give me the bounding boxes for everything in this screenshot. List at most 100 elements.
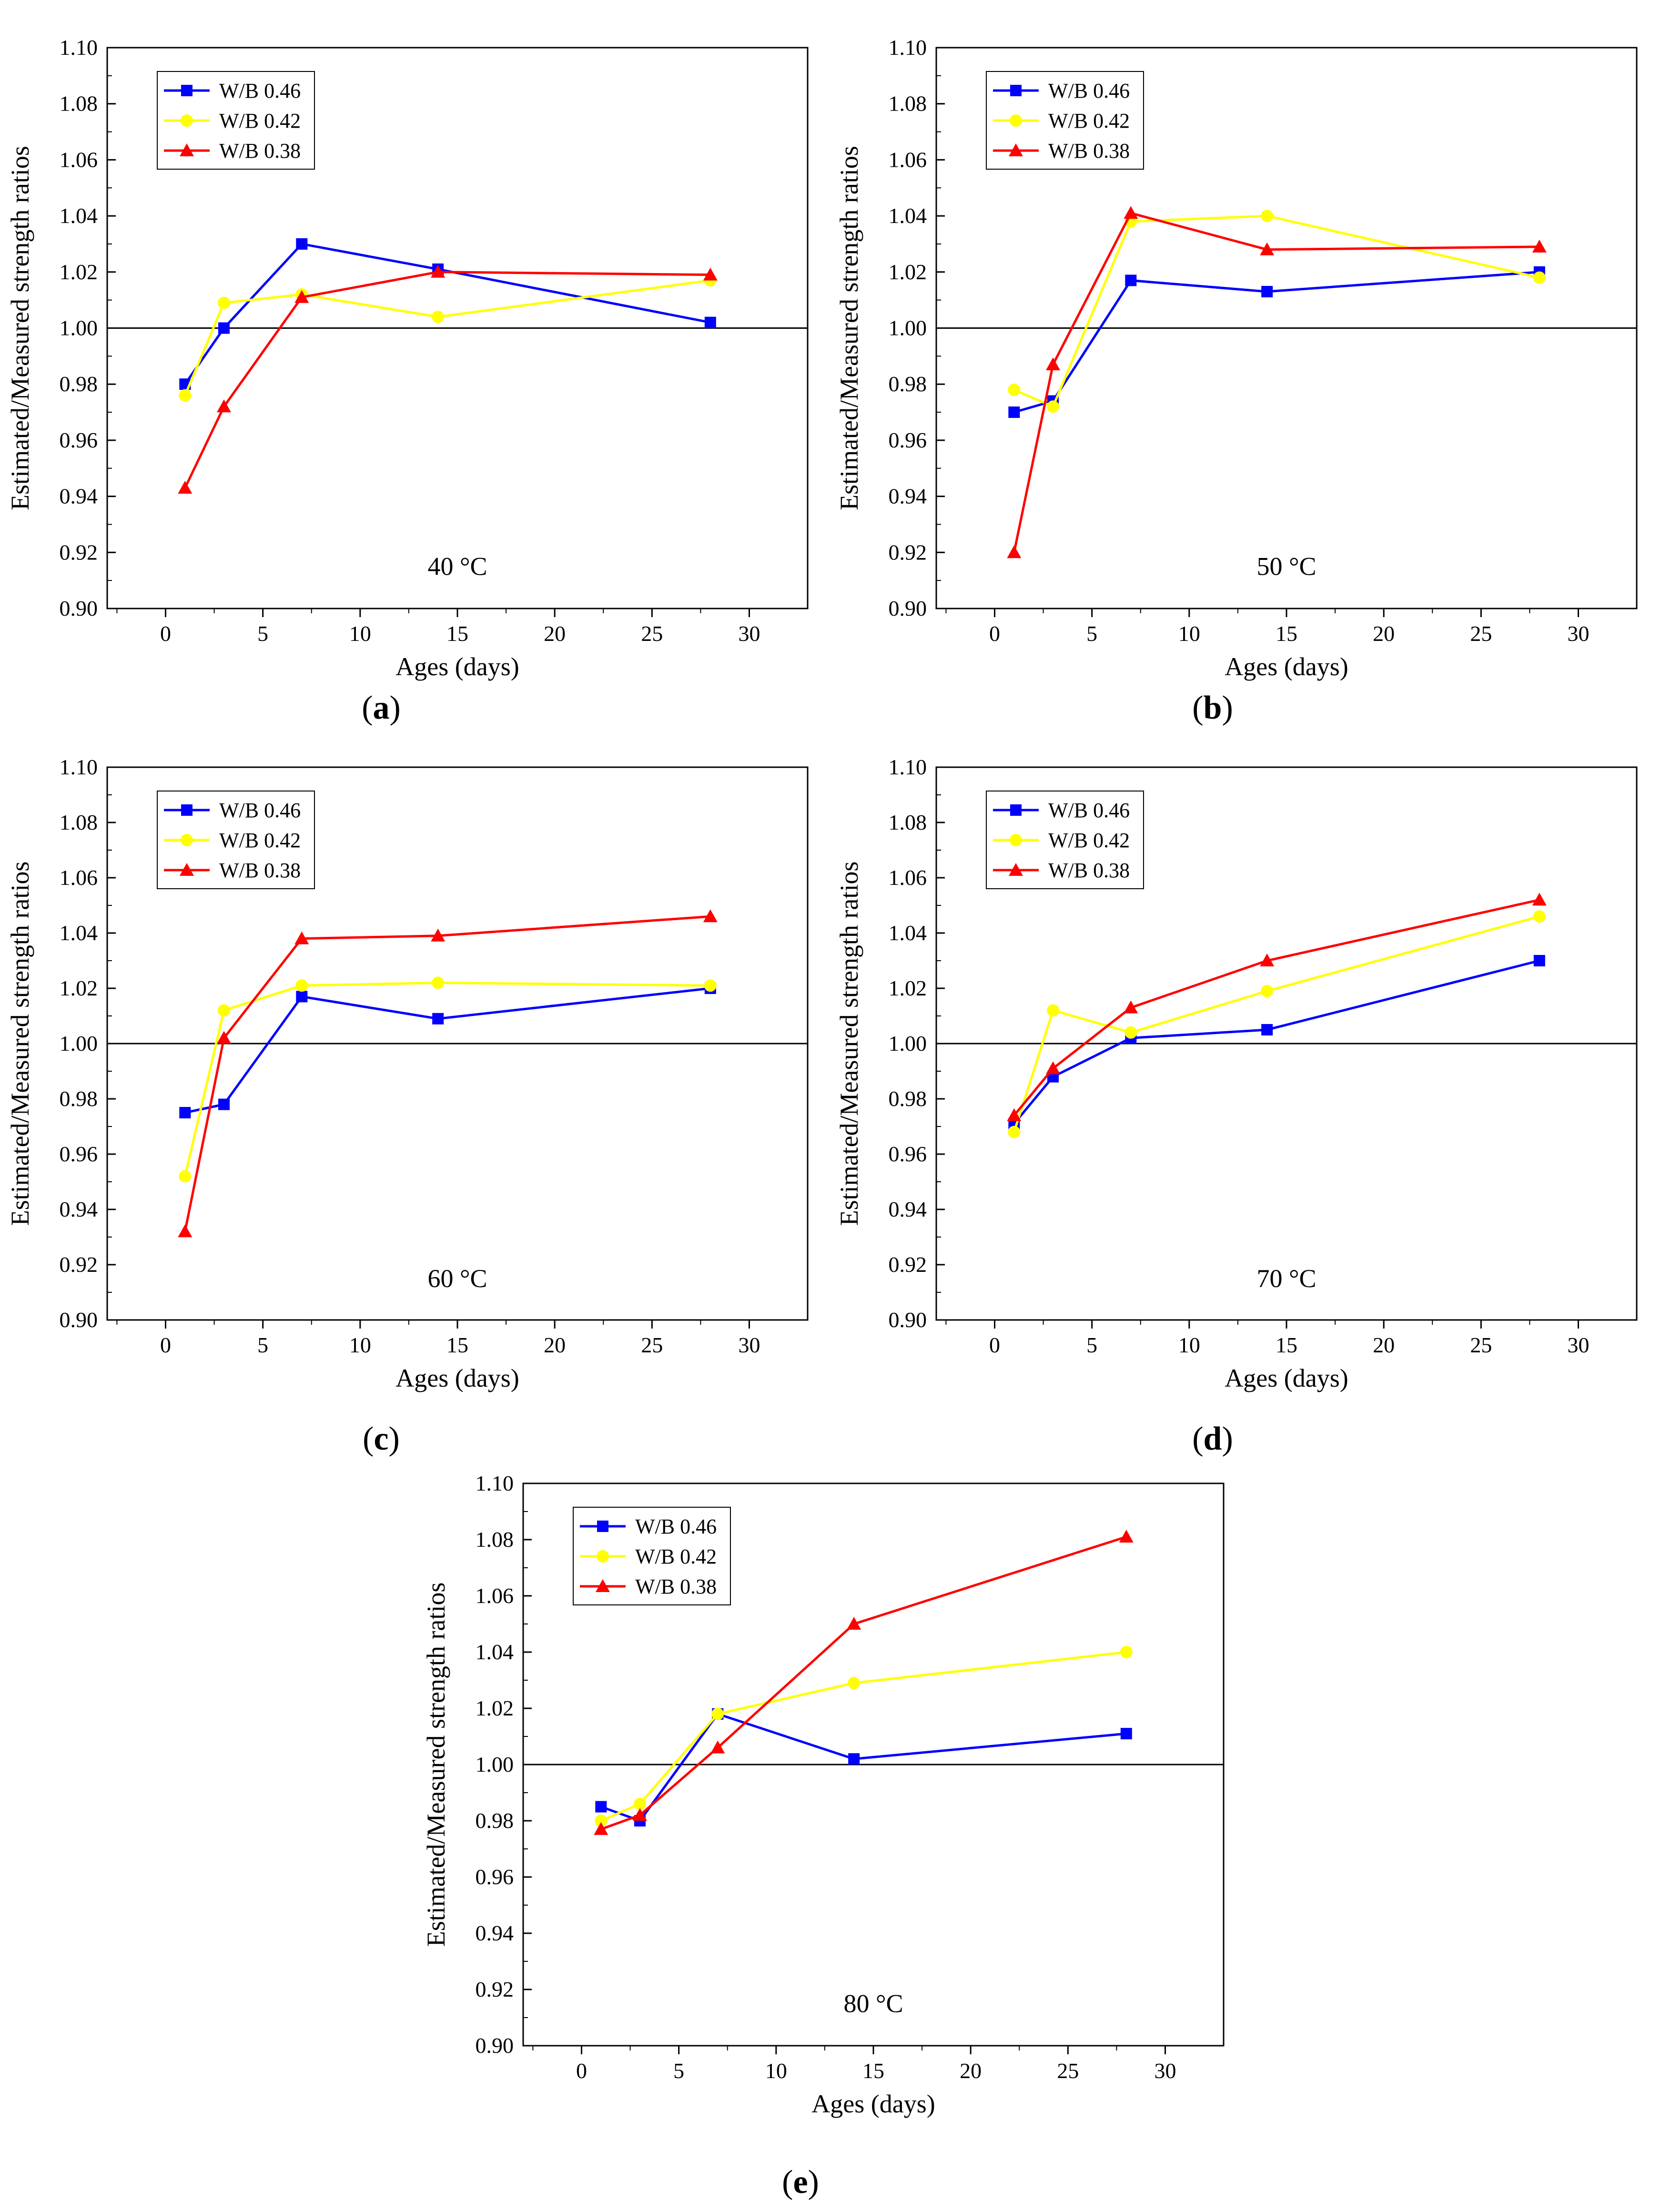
x-axis-label: Ages (days) — [811, 2090, 935, 2118]
series-line — [600, 1651, 1127, 1822]
x-tick-label: 5 — [257, 621, 268, 646]
data-point — [1261, 1024, 1273, 1035]
y-tick-label: 1.10 — [889, 755, 927, 779]
y-tick-label: 0.96 — [476, 1865, 514, 1889]
series-w-b-0-38 — [178, 264, 718, 494]
series-w-b-0-42 — [179, 976, 717, 1183]
x-tick-label: 25 — [641, 1333, 663, 1357]
caption-letter: e — [793, 2164, 808, 2201]
data-point — [1008, 1126, 1021, 1138]
legend-label: W/B 0.42 — [1048, 109, 1130, 132]
series-line — [1013, 212, 1539, 553]
series-line — [183, 981, 710, 1177]
legend-swatch-marker — [181, 804, 192, 816]
legend-swatch-marker — [596, 1579, 610, 1592]
x-tick-label: 15 — [1276, 621, 1297, 646]
y-tick-label: 1.06 — [889, 147, 927, 172]
legend-label: W/B 0.46 — [219, 79, 301, 102]
y-tick-label: 1.08 — [889, 810, 927, 834]
chart-panel-c: 0.90 0.92 0.94 0.96 0.98 1.00 1.02 1.04 1.06 1.08… — [6, 755, 809, 1457]
caption-paren-open: ( — [782, 2164, 793, 2201]
y-tick-label: 0.94 — [60, 484, 98, 508]
panel-caption: (b) — [1192, 690, 1233, 726]
series-w-b-0-38 — [594, 1530, 1134, 1835]
y-tick-label: 0.90 — [889, 596, 927, 620]
x-tick-label: 25 — [641, 621, 663, 646]
chart-panel-b: 0.90 0.92 0.94 0.96 0.98 1.00 1.02 1.04 1.06 1.08… — [835, 35, 1638, 726]
y-tick-label: 0.96 — [60, 428, 98, 452]
data-point — [703, 267, 718, 281]
legend-swatch-marker — [1010, 804, 1022, 816]
x-tick-label: 25 — [1057, 2059, 1079, 2083]
data-point — [218, 1004, 230, 1017]
x-tick-label: 10 — [1178, 621, 1200, 646]
data-point — [703, 909, 718, 923]
data-point — [1261, 984, 1274, 997]
series-w-b-0-46 — [179, 983, 716, 1118]
data-point — [295, 979, 308, 992]
data-point — [711, 1707, 724, 1720]
legend: W/B 0.46 W/B 0.42 W/B 0.38 — [157, 71, 315, 170]
data-point — [1119, 1530, 1134, 1543]
data-point — [432, 976, 445, 989]
x-tick-label: 15 — [446, 621, 468, 646]
y-tick-label: 1.00 — [60, 1031, 98, 1055]
caption-paren-close: ) — [390, 690, 401, 726]
data-point — [178, 480, 192, 494]
series-line — [1013, 959, 1540, 1125]
data-point — [1046, 1061, 1060, 1075]
legend-label: W/B 0.46 — [1048, 799, 1130, 822]
data-point — [1007, 1108, 1022, 1121]
legend-swatch-marker — [181, 834, 193, 846]
x-tick-label: 10 — [765, 2059, 787, 2083]
legend-label: W/B 0.46 — [635, 1515, 717, 1538]
legend-swatch-marker — [1010, 114, 1022, 127]
legend-label: W/B 0.46 — [219, 799, 301, 822]
y-tick-label: 0.92 — [60, 540, 98, 564]
data-point — [1007, 545, 1022, 558]
y-tick-label: 1.00 — [889, 316, 927, 340]
y-tick-label: 1.10 — [60, 35, 98, 60]
y-tick-label: 0.92 — [889, 1252, 927, 1277]
y-tick-label: 1.04 — [889, 203, 927, 228]
caption-paren-close: ) — [808, 2164, 819, 2201]
legend-swatch-marker — [181, 114, 193, 127]
legend-label: W/B 0.38 — [1048, 859, 1130, 882]
series-w-b-0-38 — [1007, 206, 1547, 558]
x-tick-label: 5 — [673, 2059, 684, 2083]
legend-swatch-marker — [597, 1550, 609, 1563]
series-line — [184, 271, 710, 489]
series-w-b-0-46 — [1008, 266, 1545, 418]
series-w-b-0-38 — [1007, 893, 1547, 1121]
panel-caption: (a) — [362, 690, 401, 726]
data-point — [179, 1107, 191, 1118]
x-tick-label: 15 — [862, 2059, 884, 2083]
data-point — [704, 316, 716, 328]
data-point — [1261, 210, 1274, 223]
x-tick-label: 25 — [1470, 621, 1492, 646]
y-tick-label: 0.94 — [889, 1197, 927, 1221]
y-tick-label: 1.02 — [889, 976, 927, 1000]
x-tick-label: 0 — [989, 621, 1000, 646]
series-line — [184, 279, 711, 396]
caption-letter: b — [1204, 690, 1222, 726]
y-tick-label: 0.92 — [889, 540, 927, 564]
x-tick-label: 30 — [1155, 2059, 1176, 2083]
data-point — [704, 979, 717, 992]
x-tick-label: 30 — [1568, 1333, 1590, 1357]
data-point — [1046, 357, 1060, 371]
x-tick-label: 20 — [544, 621, 566, 646]
series-w-b-0-46 — [595, 1708, 1132, 1826]
y-tick-label: 1.02 — [889, 260, 927, 284]
y-tick-label: 1.04 — [60, 921, 98, 945]
data-point — [1120, 1728, 1132, 1740]
y-tick-label: 0.96 — [889, 1142, 927, 1166]
y-tick-label: 1.04 — [60, 203, 98, 228]
y-tick-label: 0.98 — [60, 1086, 98, 1111]
legend: W/B 0.46 W/B 0.42 W/B 0.38 — [986, 71, 1144, 170]
series-line — [183, 915, 711, 1232]
y-tick-label: 1.06 — [889, 865, 927, 890]
series-line — [184, 243, 711, 385]
legend: W/B 0.46 W/B 0.42 W/B 0.38 — [986, 791, 1144, 889]
